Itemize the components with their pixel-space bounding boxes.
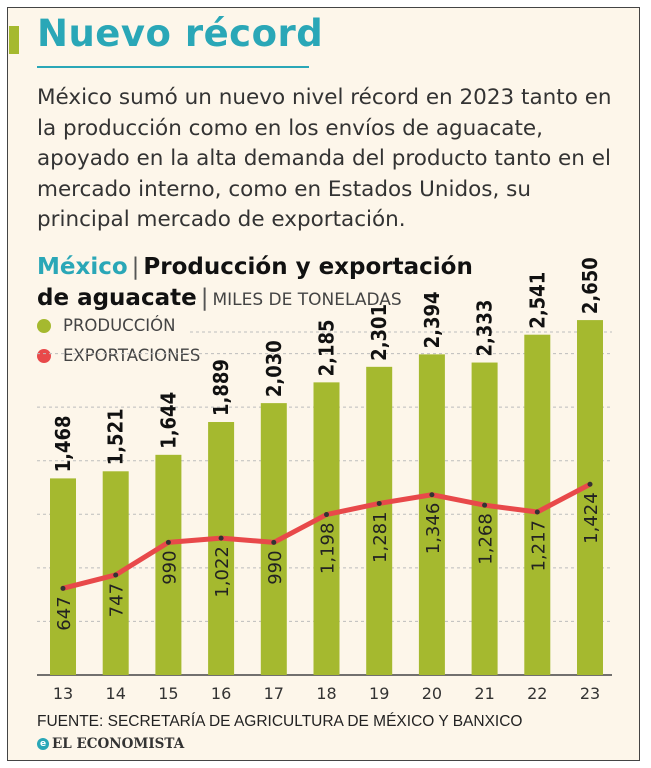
lede-text: México sumó un nuevo nivel récord en 202… — [37, 85, 612, 232]
bar-label-17: 2,030 — [262, 340, 286, 397]
heading-separator: | — [131, 254, 140, 280]
bar-label-13: 1,468 — [51, 415, 75, 472]
export-label-15: 990 — [159, 550, 180, 584]
legend-produccion-dot — [37, 318, 51, 333]
export-label-20: 1,346 — [423, 503, 444, 555]
point-exportaciones-15 — [165, 539, 171, 545]
publisher-brand: e EL ECONOMISTA — [37, 736, 184, 752]
export-label-22: 1,217 — [528, 520, 549, 572]
bar-label-16: 1,889 — [209, 359, 233, 416]
point-exportaciones-23 — [587, 481, 593, 487]
legend-produccion: PRODUCCIÓN — [37, 316, 175, 335]
export-label-21: 1,268 — [476, 513, 497, 565]
title-accent-bar — [9, 26, 19, 54]
point-exportaciones-16 — [218, 535, 224, 541]
export-label-13: 647 — [54, 596, 75, 630]
point-exportaciones-14 — [113, 572, 119, 578]
bar-produccion-20 — [418, 354, 445, 675]
export-label-14: 747 — [107, 583, 128, 617]
export-label-23: 1,424 — [581, 492, 602, 544]
export-label-16: 1,022 — [212, 546, 233, 598]
point-exportaciones-19 — [376, 500, 382, 506]
x-tick-15: 15 — [158, 684, 178, 703]
bar-label-18: 2,185 — [315, 319, 339, 376]
bar-produccion-19 — [366, 366, 393, 675]
source-note: FUENTE: SECRETARÍA DE AGRICULTURA DE MÉX… — [37, 713, 523, 730]
bar-produccion-16 — [208, 422, 235, 675]
chart-title-line2: de aguacate — [37, 285, 197, 311]
x-tick-19: 19 — [369, 684, 389, 703]
bar-label-15: 1,644 — [156, 392, 180, 449]
heading-separator-2: | — [200, 285, 209, 311]
bar-produccion-23 — [577, 320, 603, 675]
x-tick-18: 18 — [316, 684, 336, 703]
point-exportaciones-22 — [534, 509, 540, 515]
legend-exportaciones: EXPORTACIONES — [37, 346, 200, 365]
x-tick-23: 23 — [580, 684, 600, 703]
point-exportaciones-20 — [429, 492, 435, 498]
x-tick-16: 16 — [211, 684, 231, 703]
bar-produccion-21 — [471, 362, 498, 675]
point-exportaciones-18 — [324, 512, 329, 518]
x-tick-22: 22 — [527, 684, 547, 703]
x-tick-17: 17 — [264, 684, 284, 703]
legend-exportaciones-label: EXPORTACIONES — [63, 346, 201, 365]
bar-produccion-18 — [313, 382, 340, 675]
legend-produccion-label: PRODUCCIÓN — [63, 316, 176, 335]
bar-label-22: 2,541 — [525, 272, 549, 329]
x-tick-20: 20 — [422, 684, 442, 703]
point-exportaciones-13 — [60, 585, 66, 591]
chart-country: México — [37, 254, 128, 280]
bar-produccion-15 — [155, 454, 182, 675]
export-label-19: 1,281 — [370, 511, 391, 563]
page-title: Nuevo récord — [37, 12, 324, 55]
bar-label-19: 2,301 — [367, 304, 391, 361]
chart-heading: México | Producción y exportación de aguac… — [37, 252, 637, 316]
chart-title-line1: Producción y exportación — [143, 254, 473, 280]
chart-units: MILES DE TONELADAS — [212, 290, 402, 310]
bar-produccion-13 — [50, 478, 76, 675]
bar-label-14: 1,521 — [104, 408, 128, 465]
x-tick-13: 13 — [53, 684, 73, 703]
point-exportaciones-21 — [482, 502, 488, 508]
bar-label-21: 2,333 — [473, 300, 497, 357]
x-tick-14: 14 — [106, 684, 126, 703]
legend-exportaciones-dot — [37, 348, 51, 363]
bar-label-23: 2,650 — [578, 257, 602, 314]
export-label-17: 990 — [265, 550, 286, 584]
export-label-18: 1,198 — [318, 523, 339, 575]
point-exportaciones-17 — [271, 539, 277, 545]
brand-name: EL ECONOMISTA — [52, 736, 185, 752]
title-underline — [37, 66, 309, 68]
bar-label-20: 2,394 — [420, 291, 444, 348]
x-tick-21: 21 — [474, 684, 494, 703]
brand-logo-icon: e — [37, 738, 49, 750]
